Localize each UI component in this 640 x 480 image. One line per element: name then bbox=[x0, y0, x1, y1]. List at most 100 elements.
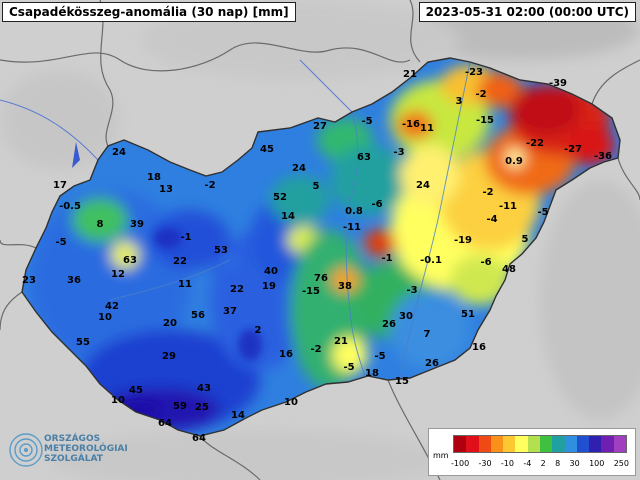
timestamp: 2023-05-31 02:00 (00:00 UTC) bbox=[418, 2, 636, 22]
station-value-label: 16 bbox=[472, 342, 486, 353]
station-value-label: -39 bbox=[549, 78, 567, 89]
lake-icon bbox=[72, 142, 80, 168]
station-value-label: -2 bbox=[310, 344, 321, 355]
station-value-label: 52 bbox=[273, 192, 287, 203]
legend-label: -10 bbox=[500, 459, 514, 468]
station-value-label: 12 bbox=[111, 269, 125, 280]
station-value-label: -2 bbox=[482, 187, 493, 198]
legend-label: -30 bbox=[478, 459, 492, 468]
station-value-label: 24 bbox=[416, 180, 430, 191]
color-legend: mm -100 -30 -10 -4 2 8 30 100 250 bbox=[428, 428, 636, 476]
station-value-label: 55 bbox=[76, 337, 90, 348]
legend-label: 100 bbox=[589, 459, 605, 468]
legend-swatch bbox=[454, 436, 467, 452]
station-value-label: 26 bbox=[425, 358, 439, 369]
station-value-label: 21 bbox=[403, 69, 417, 80]
station-value-label: 23 bbox=[22, 275, 36, 286]
station-value-label: 0.9 bbox=[505, 156, 523, 167]
station-value-label: -36 bbox=[594, 151, 612, 162]
station-value-label: -1 bbox=[180, 232, 191, 243]
legend-swatch bbox=[515, 436, 528, 452]
legend-swatch bbox=[589, 436, 602, 452]
station-value-label: -19 bbox=[454, 235, 472, 246]
legend-swatch bbox=[503, 436, 516, 452]
station-value-label: 56 bbox=[191, 310, 205, 321]
station-value-label: 16 bbox=[279, 349, 293, 360]
station-value-label: -2 bbox=[204, 180, 215, 191]
station-value-label: -4 bbox=[486, 214, 497, 225]
station-value-label: -27 bbox=[564, 144, 582, 155]
omsz-logo-icon bbox=[9, 433, 43, 467]
legend-label: 30 bbox=[569, 459, 580, 468]
station-value-label: 30 bbox=[399, 311, 413, 322]
station-value-label: 40 bbox=[264, 266, 278, 277]
station-value-label: 20 bbox=[163, 318, 177, 329]
station-value-label: -11 bbox=[343, 222, 361, 233]
legend-swatch bbox=[527, 436, 540, 452]
station-value-label: -1 bbox=[381, 253, 392, 264]
station-value-label: 59 bbox=[173, 401, 187, 412]
legend-swatch bbox=[490, 436, 504, 452]
station-value-label: -5 bbox=[374, 351, 385, 362]
station-value-label: 64 bbox=[192, 433, 206, 444]
station-value-label: 5 bbox=[522, 234, 529, 245]
station-value-label: 21 bbox=[334, 336, 348, 347]
station-value-label: -15 bbox=[476, 115, 494, 126]
legend-swatch bbox=[564, 436, 577, 452]
station-value-label: 48 bbox=[502, 264, 516, 275]
station-value-label: -6 bbox=[480, 257, 491, 268]
station-value-label: -5 bbox=[537, 207, 548, 218]
rivers-outside bbox=[0, 59, 353, 161]
station-value-label: -5 bbox=[55, 237, 66, 248]
station-value-label: -6 bbox=[371, 199, 382, 210]
legend-labels: -100 -30 -10 -4 2 8 30 100 250 bbox=[451, 459, 629, 468]
station-value-label: 11 bbox=[420, 123, 434, 134]
station-value-label: 29 bbox=[162, 351, 176, 362]
legend-label: -100 bbox=[451, 459, 470, 468]
legend-label: 2 bbox=[540, 459, 546, 468]
station-value-label: -22 bbox=[526, 138, 544, 149]
station-value-label: 37 bbox=[223, 306, 237, 317]
station-value-label: 24 bbox=[292, 163, 306, 174]
station-value-label: -5 bbox=[361, 116, 372, 127]
station-value-label: 43 bbox=[197, 383, 211, 394]
station-value-label: 76 bbox=[314, 273, 328, 284]
legend-label: -4 bbox=[523, 459, 532, 468]
station-value-label: 22 bbox=[230, 284, 244, 295]
station-value-label: 19 bbox=[262, 281, 276, 292]
legend-swatch bbox=[552, 436, 565, 452]
station-value-label: 10 bbox=[111, 395, 125, 406]
station-value-label: -16 bbox=[402, 119, 420, 130]
station-value-label: 45 bbox=[260, 144, 274, 155]
station-value-label: 10 bbox=[98, 312, 112, 323]
legend-color-bar bbox=[453, 435, 627, 453]
station-value-label: 25 bbox=[195, 402, 209, 413]
logo-text: ORSZÁGOS METEOROLÓGIAI SZOLGÁLAT bbox=[44, 434, 128, 464]
legend-swatch bbox=[466, 436, 479, 452]
station-value-label: -5 bbox=[343, 362, 354, 373]
station-value-label: 18 bbox=[365, 368, 379, 379]
station-value-label: 7 bbox=[424, 329, 431, 340]
station-value-label: -15 bbox=[302, 286, 320, 297]
station-value-label: -2 bbox=[475, 89, 486, 100]
station-value-label: 15 bbox=[395, 376, 409, 387]
legend-unit: mm bbox=[433, 451, 449, 460]
legend-swatch bbox=[576, 436, 590, 452]
station-value-label: 51 bbox=[461, 309, 475, 320]
logo-line-1: ORSZÁGOS bbox=[44, 434, 101, 444]
station-value-label: 3 bbox=[456, 96, 463, 107]
station-value-label: -3 bbox=[406, 285, 417, 296]
station-value-label: 63 bbox=[357, 152, 371, 163]
station-value-label: 14 bbox=[281, 211, 295, 222]
legend-label: 8 bbox=[555, 459, 561, 468]
logo-line-3: SZOLGÁLAT bbox=[44, 454, 103, 464]
legend-swatch bbox=[539, 436, 553, 452]
legend-label: 250 bbox=[613, 459, 629, 468]
station-value-label: -0.1 bbox=[420, 255, 442, 266]
station-value-label: 17 bbox=[53, 180, 67, 191]
station-value-label: 11 bbox=[178, 279, 192, 290]
